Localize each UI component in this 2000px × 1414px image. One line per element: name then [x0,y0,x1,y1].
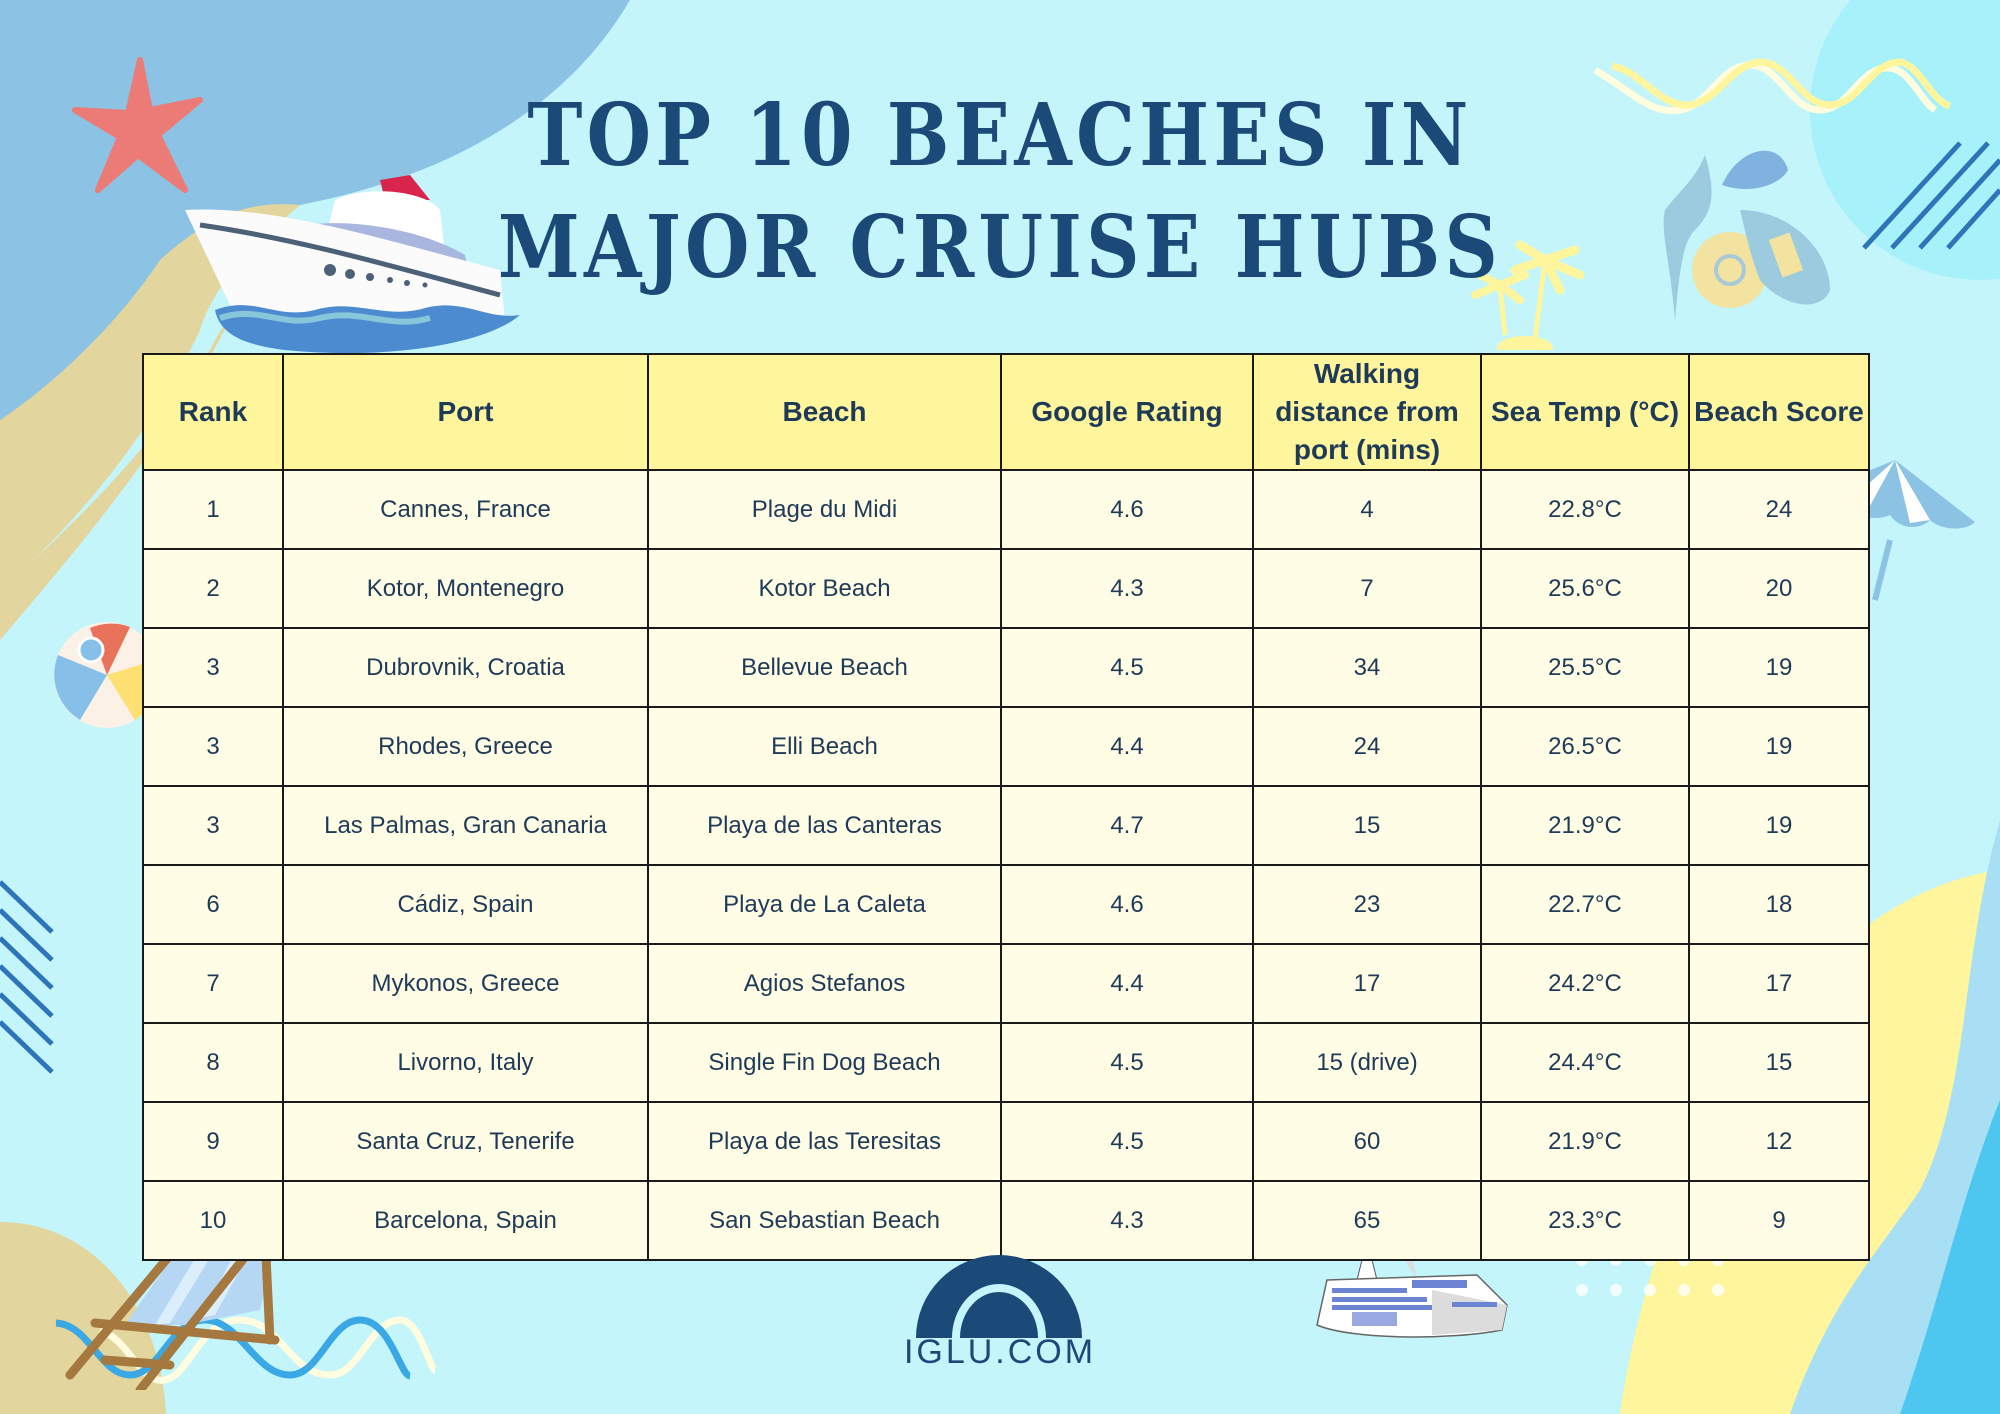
cell-sea-temp: 26.5°C [1480,706,1690,787]
table-row: 10 Barcelona, Spain San Sebastian Beach 4.3… [142,1180,1870,1261]
cell-score: 17 [1688,943,1870,1024]
header-port: Port [282,353,649,471]
cell-rank: 10 [142,1180,284,1261]
table-row: 7 Mykonos, Greece Agios Stefanos 4.4 17 24.2°… [142,943,1870,1024]
cell-port: Kotor, Montenegro [282,548,649,629]
cell-walking: 17 [1252,943,1482,1024]
cruise-ship-icon [1316,1255,1508,1338]
cell-rating: 4.3 [1000,548,1254,629]
header-walking-distance: Walking distance from port (mins) [1252,353,1482,471]
cell-rating: 4.6 [1000,469,1254,550]
cell-beach: Playa de las Teresitas [647,1101,1002,1182]
starfish-icon [72,57,203,193]
cell-beach: Agios Stefanos [647,943,1002,1024]
table-row: 6 Cádiz, Spain Playa de La Caleta 4.6 23 22.7… [142,864,1870,945]
cell-beach: Kotor Beach [647,548,1002,629]
iglu-logo-text: IGLU.COM [903,1333,1097,1371]
cell-walking: 4 [1252,469,1482,550]
cell-rank: 2 [142,548,284,629]
seashells-icon [1663,150,1830,320]
cell-sea-temp: 24.2°C [1480,943,1690,1024]
cell-rank: 3 [142,785,284,866]
cell-port: Barcelona, Spain [282,1180,649,1261]
cell-walking: 65 [1252,1180,1482,1261]
cell-score: 24 [1688,469,1870,550]
table-row: 3 Dubrovnik, Croatia Bellevue Beach 4.5 34 25… [142,627,1870,708]
cell-sea-temp: 24.4°C [1480,1022,1690,1103]
cell-port: Cannes, France [282,469,649,550]
cell-score: 20 [1688,548,1870,629]
cell-walking: 15 [1252,785,1482,866]
cell-walking: 24 [1252,706,1482,787]
cell-beach: Single Fin Dog Beach [647,1022,1002,1103]
cell-rank: 7 [142,943,284,1024]
cell-sea-temp: 23.3°C [1480,1180,1690,1261]
cell-rank: 3 [142,627,284,708]
cell-rating: 4.5 [1000,627,1254,708]
table-header-row: Rank Port Beach Google Rating Walking di… [142,353,1870,471]
table-row: 2 Kotor, Montenegro Kotor Beach 4.3 7 25.6°C 2… [142,548,1870,629]
title-line-1: TOP 10 BEACHES IN [527,85,1473,186]
header-google-rating: Google Rating [1000,353,1254,471]
cell-walking: 34 [1252,627,1482,708]
page-title: TOP 10 BEACHES IN MAJOR CRUISE HUBS [140,80,1860,304]
cell-sea-temp: 21.9°C [1480,1101,1690,1182]
cell-rating: 4.5 [1000,1022,1254,1103]
cell-rating: 4.6 [1000,864,1254,945]
table-row: 1 Cannes, France Plage du Midi 4.6 4 22.8°C 24 [142,469,1870,550]
title-line-2: MAJOR CRUISE HUBS [497,197,1503,298]
cell-score: 19 [1688,627,1870,708]
cell-score: 19 [1688,706,1870,787]
cell-rank: 1 [142,469,284,550]
cell-rank: 8 [142,1022,284,1103]
cell-sea-temp: 22.7°C [1480,864,1690,945]
cell-walking: 7 [1252,548,1482,629]
table-row: 8 Livorno, Italy Single Fin Dog Beach 4.5 15… [142,1022,1870,1103]
cell-beach: Bellevue Beach [647,627,1002,708]
cell-beach: Playa de La Caleta [647,864,1002,945]
cell-rating: 4.4 [1000,943,1254,1024]
cell-beach: San Sebastian Beach [647,1180,1002,1261]
cartoon-ship-icon [185,175,520,354]
cell-port: Rhodes, Greece [282,706,649,787]
cell-rank: 3 [142,706,284,787]
table-row: 3 Rhodes, Greece Elli Beach 4.4 24 26.5°C 19 [142,706,1870,787]
cell-sea-temp: 22.8°C [1480,469,1690,550]
cell-port: Livorno, Italy [282,1022,649,1103]
cell-rank: 6 [142,864,284,945]
cell-walking: 15 (drive) [1252,1022,1482,1103]
header-rank: Rank [142,353,284,471]
beaches-table: Rank Port Beach Google Rating Walking di… [142,353,1870,1261]
palm-trees-icon [1471,240,1585,350]
cell-rating: 4.5 [1000,1101,1254,1182]
header-beach: Beach [647,353,1002,471]
header-sea-temp: Sea Temp (°C) [1480,353,1690,471]
cell-port: Mykonos, Greece [282,943,649,1024]
cell-walking: 60 [1252,1101,1482,1182]
cell-walking: 23 [1252,864,1482,945]
table-row: 9 Santa Cruz, Tenerife Playa de las Teresi… [142,1101,1870,1182]
cell-port: Santa Cruz, Tenerife [282,1101,649,1182]
cell-sea-temp: 21.9°C [1480,785,1690,866]
cell-score: 19 [1688,785,1870,866]
cell-sea-temp: 25.6°C [1480,548,1690,629]
cell-beach: Elli Beach [647,706,1002,787]
cell-rating: 4.4 [1000,706,1254,787]
table-row: 3 Las Palmas, Gran Canaria Playa de las Ca… [142,785,1870,866]
cell-rating: 4.3 [1000,1180,1254,1261]
cell-port: Cádiz, Spain [282,864,649,945]
cell-score: 12 [1688,1101,1870,1182]
cell-sea-temp: 25.5°C [1480,627,1690,708]
cell-rank: 9 [142,1101,284,1182]
cell-score: 15 [1688,1022,1870,1103]
cell-port: Dubrovnik, Croatia [282,627,649,708]
cell-score: 18 [1688,864,1870,945]
cell-port: Las Palmas, Gran Canaria [282,785,649,866]
cell-score: 9 [1688,1180,1870,1261]
iglu-logo-icon [916,1255,1082,1338]
cell-beach: Playa de las Canteras [647,785,1002,866]
header-beach-score: Beach Score [1688,353,1870,471]
cell-beach: Plage du Midi [647,469,1002,550]
cell-rating: 4.7 [1000,785,1254,866]
